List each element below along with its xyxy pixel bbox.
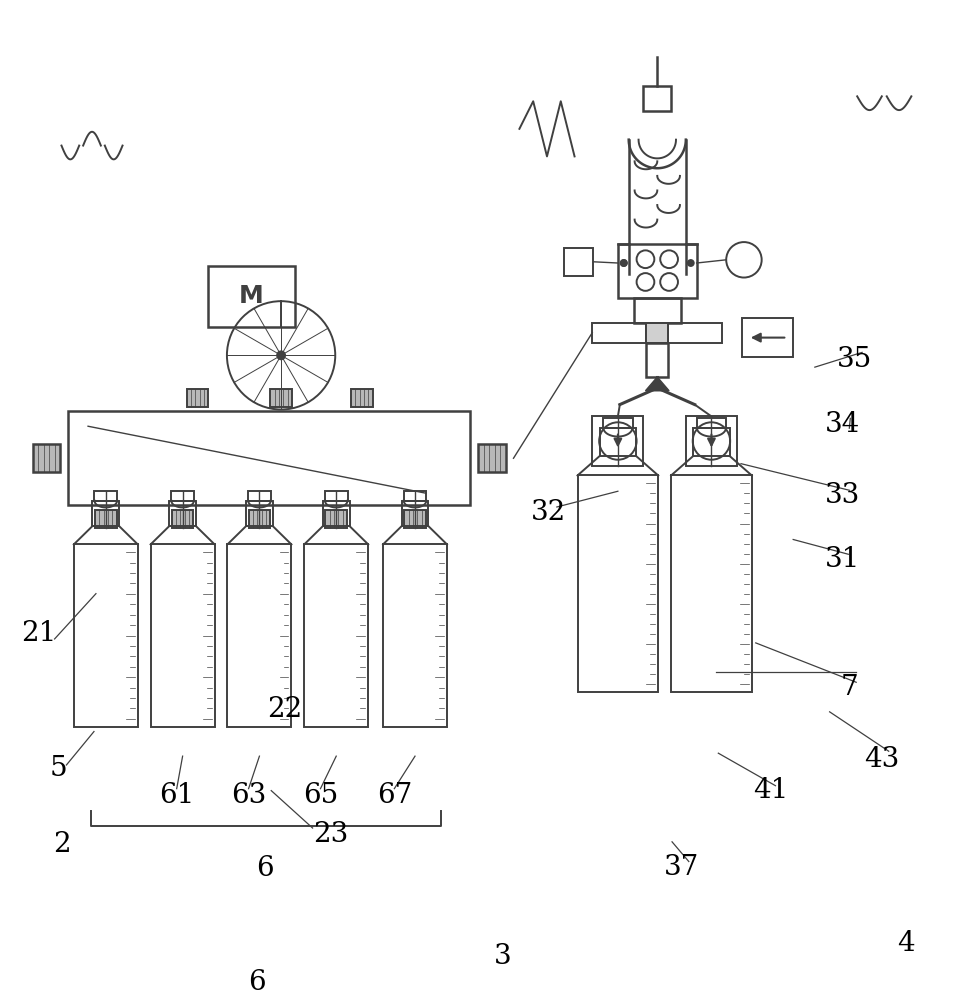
Bar [74,544,137,727]
Bar [304,544,368,727]
Circle shape [619,259,628,267]
Bar [741,318,793,357]
Bar [404,510,426,528]
Bar [351,389,372,407]
Bar [646,323,668,343]
Bar [693,428,728,456]
Bar [478,444,505,472]
Text: 23: 23 [312,821,348,848]
Bar [171,491,194,501]
Bar [685,416,736,466]
Bar [643,86,671,111]
Bar [563,248,593,276]
Bar [325,491,347,501]
Bar [646,343,668,377]
Circle shape [619,259,628,267]
Bar [92,501,119,526]
Text: 37: 37 [663,854,699,881]
Text: 34: 34 [824,411,859,438]
Bar [33,444,61,472]
Text: 43: 43 [863,746,899,773]
Bar [186,389,208,407]
Bar [95,510,116,528]
Text: 41: 41 [752,777,787,804]
Text: M: M [239,284,263,308]
Bar [246,501,273,526]
Bar [208,266,295,327]
Bar [248,510,270,528]
Bar [382,544,447,727]
Bar [617,244,696,298]
Bar [592,323,646,343]
Bar [172,510,193,528]
Text: 31: 31 [824,546,859,573]
Bar [323,501,349,526]
Bar [592,416,643,466]
Text: 7: 7 [840,674,857,701]
Text: 5: 5 [50,755,67,782]
Bar [227,544,291,727]
Text: 6: 6 [257,855,274,882]
Bar [599,428,635,456]
Bar [401,501,428,526]
Bar [94,491,117,501]
Bar [151,544,214,727]
Bar [668,323,722,343]
Text: 21: 21 [21,620,57,647]
Text: 2: 2 [53,831,70,858]
Text: 61: 61 [159,782,194,809]
Bar [671,475,752,692]
Text: 33: 33 [824,482,859,509]
Bar [404,491,426,501]
Text: 4: 4 [896,930,913,957]
Text: 3: 3 [493,943,511,970]
Bar [696,418,726,428]
Text: 63: 63 [231,782,266,809]
Bar [603,418,632,428]
Bar [248,491,271,501]
Circle shape [686,259,694,267]
Bar [68,411,470,505]
Text: 67: 67 [377,782,411,809]
Bar [169,501,196,526]
Text: 6: 6 [247,969,265,996]
Polygon shape [645,377,669,391]
Bar [325,510,347,528]
Bar [633,298,680,323]
Text: 65: 65 [303,782,337,809]
Text: 22: 22 [267,696,303,723]
Circle shape [276,350,285,360]
Text: 32: 32 [530,499,566,526]
Bar [577,475,657,692]
Text: 35: 35 [836,346,871,373]
Bar [270,389,291,407]
